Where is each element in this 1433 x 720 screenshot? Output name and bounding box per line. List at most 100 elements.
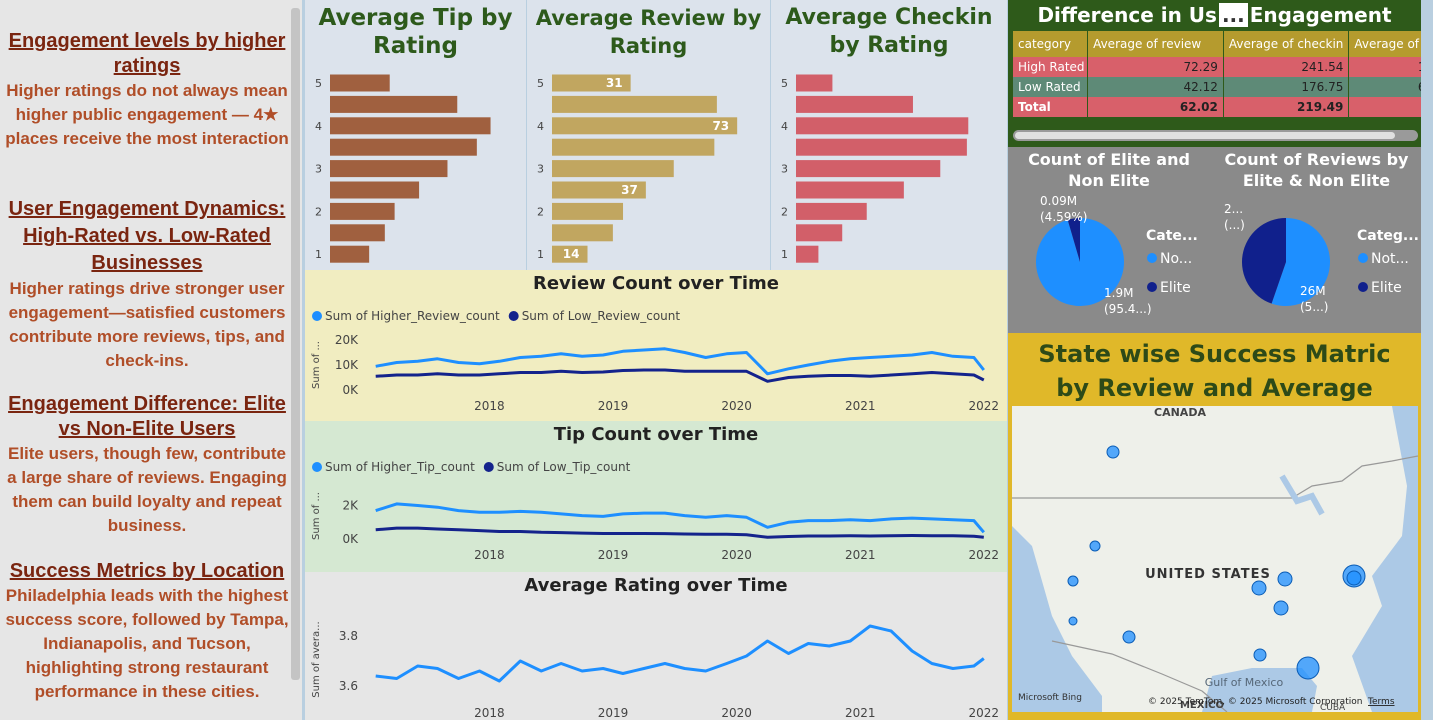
plot: 26M (5...) 2... (...) Categ... Not... Elite xyxy=(1224,202,1419,314)
narrative-block: Engagement levels by higher ratings High… xyxy=(4,29,290,151)
legend-marker xyxy=(1358,282,1368,292)
line xyxy=(375,526,984,539)
y-tick-label: 2 xyxy=(537,205,544,218)
bar xyxy=(330,95,458,113)
data-label: 73 xyxy=(712,119,729,133)
y-tick-label: 1 xyxy=(781,248,788,261)
map: CANADA UNITED STATES Gulf of Mexico MEXI… xyxy=(1012,406,1418,712)
header-cell: Average of review xyxy=(1087,31,1224,57)
plot: Sum of ... 0K 10K 20K 2018 2019 2020 2021 2022 Su… xyxy=(311,309,999,413)
x-tick-label: 2018 xyxy=(474,548,505,562)
data-label: 37 xyxy=(621,183,638,197)
scroll-thumb[interactable] xyxy=(1015,132,1395,139)
y-tick-label: 3 xyxy=(315,163,322,176)
plot: 1.9M (95.4...) 0.09M (4.59%) Cate... No... Eli… xyxy=(1036,194,1198,316)
bubble[interactable] xyxy=(1253,648,1267,662)
total-row: Total 62.02 219.49 8. xyxy=(1013,97,1421,117)
line xyxy=(375,502,985,534)
x-tick-label: 2022 xyxy=(969,548,1000,562)
bar xyxy=(330,202,395,220)
cell: 10. xyxy=(1348,57,1421,77)
narrative-block: User Engagement Dynamics: High-Rated vs.… xyxy=(4,196,290,373)
bubble[interactable] xyxy=(1277,571,1293,587)
chart-panel: Average Rating over Time Sum of avera... 3… xyxy=(305,572,1007,720)
bar xyxy=(552,245,588,263)
cell: 6.5 xyxy=(1348,77,1421,97)
bar xyxy=(552,181,646,199)
y-tick-label: 3 xyxy=(537,163,544,176)
bubble[interactable] xyxy=(1273,600,1289,616)
bar xyxy=(552,160,674,178)
narrative-text: Higher ratings drive stronger user engag… xyxy=(8,279,286,370)
bubble[interactable] xyxy=(1346,570,1362,586)
cell: 176.75 xyxy=(1223,77,1350,97)
map-attribution: © 2025 TomTom, © 2025 Microsoft Corporat… xyxy=(1148,697,1362,707)
bar xyxy=(796,245,819,263)
header-cell: Average of checkin xyxy=(1223,31,1350,57)
border xyxy=(1051,640,1228,712)
chart-title: Review Count over Time xyxy=(532,273,779,294)
menu-button[interactable]: ... xyxy=(1218,3,1248,27)
y-tick-label: 5 xyxy=(537,77,544,90)
bubble[interactable] xyxy=(1067,575,1079,587)
engagement-table: Difference in Us... Engagement category A… xyxy=(1008,0,1421,147)
data-label: 1.9M xyxy=(1104,286,1133,300)
bar xyxy=(552,138,715,156)
gulf xyxy=(1202,668,1317,712)
x-tick-label: 2019 xyxy=(598,706,629,720)
bubble[interactable] xyxy=(1251,580,1267,596)
plot: 5 4 3 2 1 xyxy=(781,74,969,263)
data-label: (4.59%) xyxy=(1040,210,1087,224)
y-tick-label: 2 xyxy=(315,205,322,218)
scrollbar[interactable] xyxy=(291,8,300,680)
x-tick-label: 2019 xyxy=(598,548,629,562)
data-label: 14 xyxy=(563,247,580,261)
legend-title: Categ... xyxy=(1357,228,1419,244)
bar xyxy=(796,95,913,113)
bar xyxy=(796,160,941,178)
plot: Sum of avera... 3.6 3.8 2018 2019 2020 2021 202… xyxy=(311,621,999,720)
narrative-heading: Success Metrics by Location xyxy=(9,560,285,582)
legend-label: Not... xyxy=(1371,251,1409,267)
bubble[interactable] xyxy=(1122,630,1136,644)
scrollbar[interactable] xyxy=(1013,130,1418,141)
bubbles xyxy=(1067,445,1366,680)
bar xyxy=(330,224,385,242)
narrative-block: Engagement Difference: Elite vs Non-Elit… xyxy=(4,392,290,538)
bar xyxy=(330,181,420,199)
line xyxy=(375,347,985,376)
chart-title: Average Review by Rating xyxy=(535,6,762,58)
y-tick-label: 2K xyxy=(342,499,359,513)
x-tick-label: 2021 xyxy=(845,706,876,720)
land xyxy=(1012,406,1418,712)
x-tick-label: 2020 xyxy=(721,399,752,413)
x-tick-label: 2019 xyxy=(598,399,629,413)
cell: 8. xyxy=(1348,97,1421,117)
map-label: UNITED STATES xyxy=(1145,567,1271,582)
map-brand: Microsoft Bing xyxy=(1018,693,1082,703)
bar xyxy=(330,160,448,178)
narrative-block: Success Metrics by Location Philadelphia… xyxy=(4,559,290,704)
atlantic xyxy=(1352,406,1418,712)
bubble[interactable] xyxy=(1068,616,1078,626)
bar xyxy=(552,74,631,92)
bubble[interactable] xyxy=(1106,445,1120,459)
table: category Average of review Average of ch… xyxy=(1013,31,1421,117)
narrative-panel: Engagement levels by higher ratings High… xyxy=(0,0,302,720)
legend-marker xyxy=(1147,253,1157,263)
data-label: 31 xyxy=(606,76,623,90)
y-tick-label: 3 xyxy=(781,163,788,176)
y-tick-label: 2 xyxy=(781,205,788,218)
bar xyxy=(330,74,390,92)
bubble[interactable] xyxy=(1296,656,1320,680)
data-label: 2... xyxy=(1224,202,1243,216)
chart-panel: Tip Count over Time Sum of ... 0K 2K 2018 201… xyxy=(305,421,1007,572)
header-row: category Average of review Average of ch… xyxy=(1013,31,1421,57)
bubble[interactable] xyxy=(1089,540,1101,552)
bar xyxy=(330,117,491,135)
narrative-text: Philadelphia leads with the highest succ… xyxy=(5,586,289,701)
legend-label: Sum of Higher_Tip_count xyxy=(325,460,475,474)
map-terms[interactable]: Terms xyxy=(1367,697,1395,707)
bar xyxy=(796,74,833,92)
